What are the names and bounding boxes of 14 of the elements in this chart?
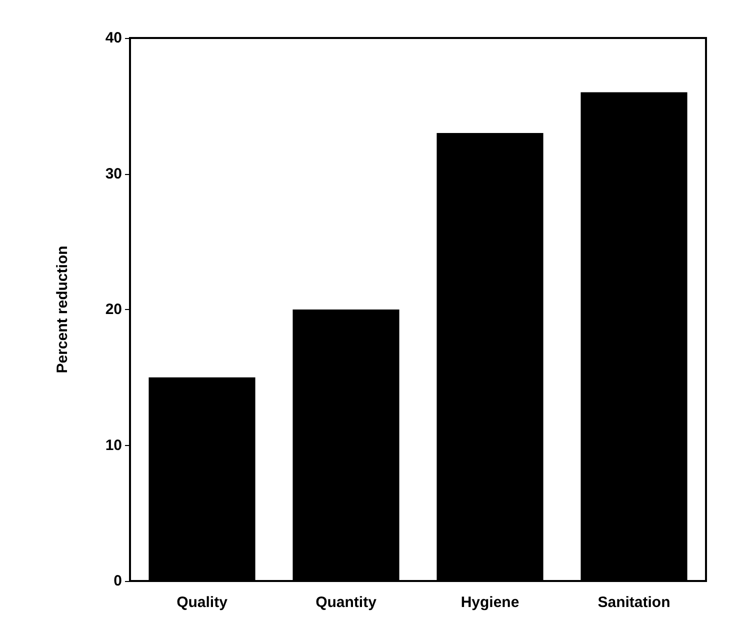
y-tick-label: 30 — [105, 165, 122, 182]
y-axis-title: Percent reduction — [54, 246, 71, 374]
bar — [580, 92, 688, 581]
x-tick-label: Hygiene — [460, 594, 520, 611]
y-tick-label: 20 — [105, 301, 122, 318]
x-tick-label: Quality — [176, 594, 228, 611]
bar — [292, 310, 400, 581]
x-tick-label: Sanitation — [598, 594, 670, 611]
y-tick-label: 10 — [105, 436, 122, 454]
y-tick-label: 0 — [114, 572, 122, 590]
bar — [436, 133, 544, 581]
x-tick-label: Quantity — [316, 594, 378, 611]
bar — [148, 377, 256, 581]
y-tick-label: 40 — [105, 30, 122, 46]
